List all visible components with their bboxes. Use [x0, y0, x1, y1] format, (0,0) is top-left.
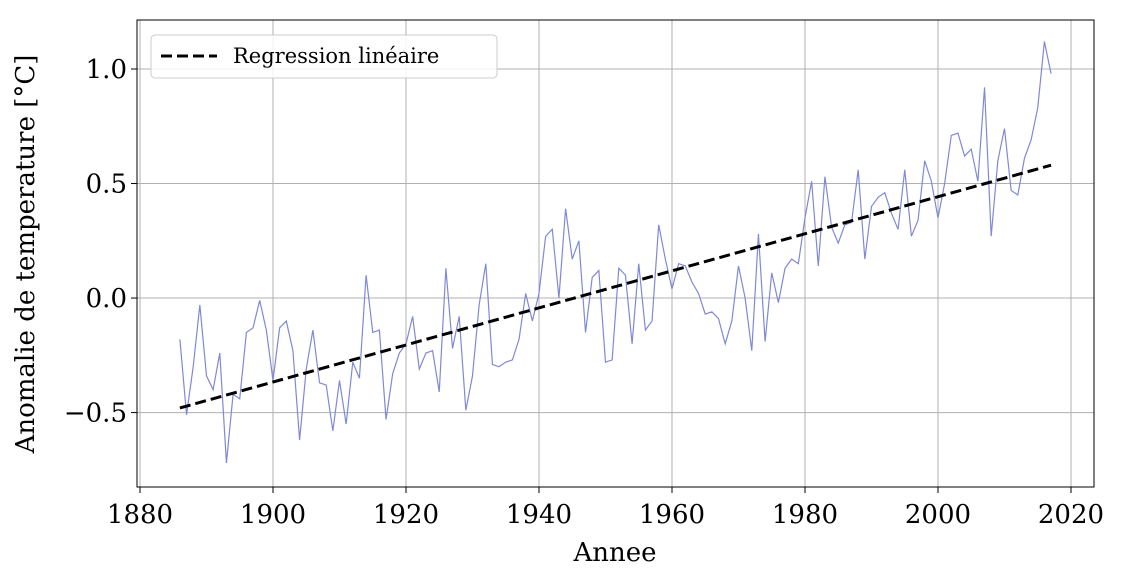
- x-tick-label: 2020: [1038, 500, 1104, 530]
- x-tick-label: 1960: [639, 500, 705, 530]
- x-tick-label: 1880: [107, 500, 173, 530]
- legend: Regression linéaire: [150, 34, 498, 79]
- x-axis-label: Annee: [572, 538, 656, 568]
- x-tick-label: 1900: [240, 500, 306, 530]
- y-tick-label: 0.5: [86, 170, 127, 200]
- y-axis-label: Anomalie de temperature [°C]: [11, 55, 41, 455]
- plot-frame: [136, 19, 1095, 488]
- y-tick-label: −0.5: [64, 399, 127, 429]
- x-tick-label: 1980: [772, 500, 838, 530]
- regression-line: [179, 163, 1052, 410]
- data-line: [179, 41, 1052, 464]
- x-tick-label: 1920: [373, 500, 439, 530]
- y-tick-label: 0.0: [86, 284, 127, 314]
- legend-label: Regression linéaire: [233, 44, 439, 68]
- y-tick-label: 1.0: [86, 55, 127, 85]
- x-tick-label: 1940: [506, 500, 572, 530]
- x-tick-label: 2000: [905, 500, 971, 530]
- legend-box: [150, 34, 498, 79]
